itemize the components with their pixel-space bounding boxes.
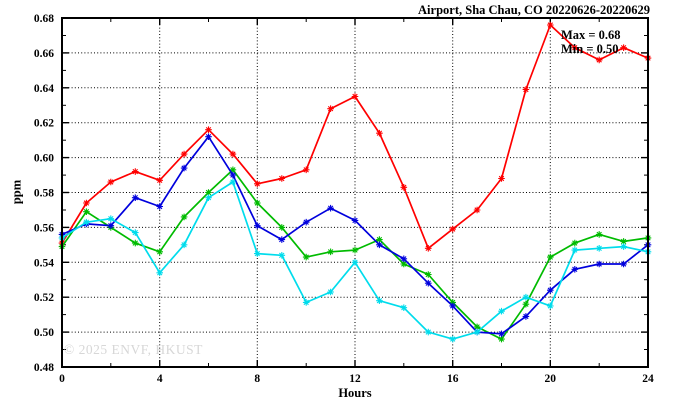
x-tick-label: 12 xyxy=(349,373,361,385)
y-tick-label: 0.66 xyxy=(34,48,54,60)
series-green-line xyxy=(61,168,649,340)
x-tick-label: 16 xyxy=(447,373,459,385)
chart-title: Airport, Sha Chau, CO 20220626-20220629 xyxy=(418,3,650,17)
min-annotation: Min = 0.50 xyxy=(561,42,619,56)
y-tick-label: 0.68 xyxy=(34,13,54,25)
series-blue-line xyxy=(61,135,649,335)
y-tick-label: 0.56 xyxy=(34,222,54,234)
watermark: © 2025 ENVF, HKUST xyxy=(64,342,203,357)
max-annotation: Max = 0.68 xyxy=(561,28,621,42)
x-tick-label: 8 xyxy=(254,373,260,385)
x-tick-label: 20 xyxy=(545,373,557,385)
y-tick-label: 0.52 xyxy=(34,292,54,304)
y-tick-label: 0.62 xyxy=(34,118,54,130)
y-tick-labels: 0.48 0.50 0.52 0.54 0.56 0.58 0.60 0.62 0.64 0.66… xyxy=(34,13,54,374)
y-tick-label: 0.48 xyxy=(34,362,54,374)
series-red xyxy=(58,21,652,252)
y-tick-label: 0.64 xyxy=(34,83,54,95)
x-axis-label: Hours xyxy=(338,386,372,400)
x-tick-labels: 0 4 8 12 16 20 24 xyxy=(59,373,654,385)
axis-ticks xyxy=(61,17,649,368)
series-cyan-markers xyxy=(58,178,652,343)
x-tick-label: 24 xyxy=(642,373,654,385)
y-axis-label: ppm xyxy=(9,179,24,205)
y-tick-label: 0.54 xyxy=(34,257,54,269)
series-cyan xyxy=(58,178,652,343)
y-tick-label: 0.60 xyxy=(34,153,54,165)
x-tick-label: 0 xyxy=(59,373,65,385)
y-tick-label: 0.50 xyxy=(34,327,54,339)
series-blue xyxy=(58,133,652,338)
x-tick-label: 4 xyxy=(157,373,163,385)
y-tick-label: 0.58 xyxy=(34,188,54,200)
grid-lines xyxy=(62,18,648,367)
plot-border xyxy=(61,17,649,368)
